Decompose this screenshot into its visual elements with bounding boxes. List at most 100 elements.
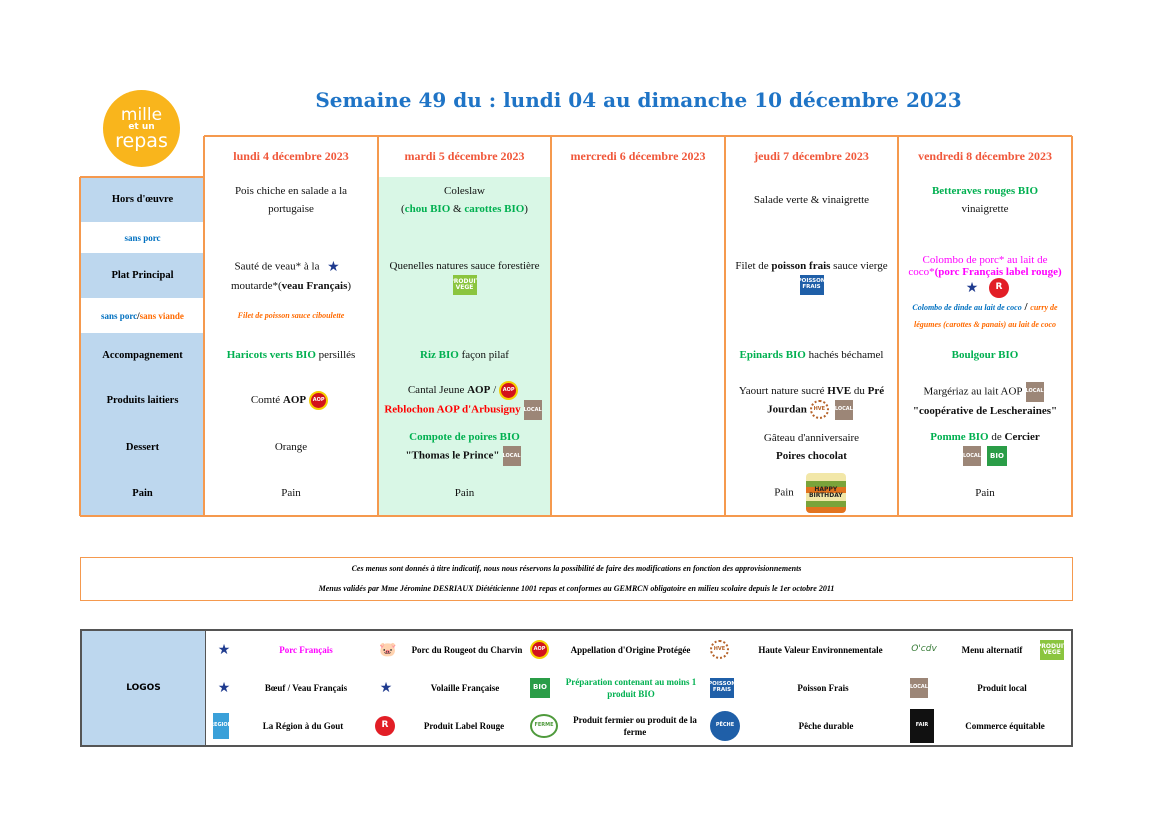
menu-cell-accomp: Haricots verts BIO persillés <box>204 333 378 377</box>
legend-item: PÊCHE Pêche durable <box>707 707 903 744</box>
menu-line: Colombo de porc* au lait de <box>923 254 1048 266</box>
hve-icon: HVE <box>710 640 729 659</box>
menu-text: Pré <box>867 384 885 397</box>
menu-text: veau Français <box>281 279 348 292</box>
hve-icon: HVE <box>809 400 829 419</box>
menu-cell-alt: Colombo de dinde au lait de coco / curry… <box>898 298 1072 333</box>
menu-cell-laitiers: Cantal Jeune AOP / AOP Reblochon AOP d'Arb… <box>378 377 551 424</box>
logo-text: et un <box>128 122 155 133</box>
cake-icon: HAPPY BIRTHDAY <box>805 473 846 513</box>
menu-line: "coopérative de Lescheraines" <box>913 402 1057 420</box>
peche-icon: PÊCHE <box>710 710 740 741</box>
day-header: lundi 4 décembre 2023 <box>233 149 349 163</box>
column-divider <box>1071 136 1073 516</box>
menu-cell-dessert: Pomme BIO de Cercier LOCAL BIO <box>898 424 1072 470</box>
menu-cell-accomp <box>551 333 725 377</box>
menu-line: Pain HAPPY BIRTHDAY <box>774 473 849 513</box>
labelrouge-icon: R <box>375 715 395 736</box>
menu-line: Jourdan HVE LOCAL <box>767 399 856 420</box>
menu-text: Pain <box>454 487 475 499</box>
logo-text: repas <box>115 129 168 152</box>
legend-label: Porc Français <box>279 644 333 655</box>
logo-text: mille <box>120 105 163 126</box>
logos-legend: LOGOS ★ Porc Français 🐷 Porc du Rougeot du … <box>80 629 1073 747</box>
local-icon: LOCAL <box>910 677 928 698</box>
menu-text: Betteraves rouges BIO <box>931 184 1039 197</box>
legend-item: ★ Porc Français <box>210 631 368 668</box>
menu-cell-laitiers: Margériaz au lait AOP LOCAL "coopérative d… <box>898 377 1072 424</box>
menu-line: PRODUIT VEGE <box>450 274 480 295</box>
labelrouge-icon: R <box>989 277 1009 298</box>
row-label: Hors d'œuvre <box>80 177 204 222</box>
legend-item: REGION La Région à du Gout <box>210 707 368 744</box>
local-icon: LOCAL <box>834 399 853 420</box>
menu-text: Salade verte & vinaigrette <box>753 193 870 206</box>
menu-cell-accomp: Riz BIO façon pilaf <box>378 333 551 377</box>
france-icon: ★ <box>379 679 393 696</box>
aop-icon: AOP <box>499 381 519 400</box>
menu-text: Cantal Jeune <box>407 384 468 397</box>
local-icon: LOCAL <box>1025 381 1044 402</box>
menu-cell-sans_porc <box>204 222 378 253</box>
menu-text: AOP <box>467 384 491 397</box>
menu-line: Haricots verts BIO persillés <box>227 346 356 364</box>
menu-text: Sauté de veau* à la <box>234 260 320 273</box>
local-icon: LOCAL <box>523 400 542 420</box>
local-icon: LOCAL <box>963 446 981 466</box>
legend-item: FAIR Commerce équitable <box>907 707 1067 744</box>
menu-cell-hors: Pois chiche en salade a la portugaise <box>204 177 378 222</box>
row-label: Dessert <box>80 424 204 470</box>
menu-line: coco*(porc Français label rouge) <box>908 266 1061 278</box>
menu-text: du <box>851 384 868 397</box>
menu-text: moutarde*( <box>230 279 282 292</box>
menu-text: coco* <box>908 265 935 278</box>
menu-cell-pain: Pain <box>204 470 378 516</box>
page-title: Semaine 49 du : lundi 04 au dimanche 10 … <box>315 88 962 112</box>
legend-label: Porc du Rougeot du Charvin <box>411 644 523 655</box>
menu-text: curry de <box>1030 302 1058 312</box>
menu-line: Pain <box>975 484 995 502</box>
legend-label: Produit local <box>977 682 1027 693</box>
menu-text: Jourdan <box>767 403 807 416</box>
menu-line: Epinards BIO hachés béchamel <box>740 346 884 364</box>
menu-text: Comté <box>250 394 283 407</box>
menu-text: Yaourt nature sucré <box>738 384 828 397</box>
menu-text: Colombo de dinde au lait de coco <box>912 302 1022 312</box>
legend-label: La Région à du Gout <box>262 720 344 731</box>
menu-cell-pain: Pain <box>898 470 1072 516</box>
menu-cell-hors: Betteraves rouges BIO vinaigrette <box>898 177 1072 222</box>
menu-cell-laitiers <box>551 377 725 424</box>
menu-text: poisson frais <box>771 259 831 272</box>
menu-text: sans porc <box>101 310 138 321</box>
menu-line: Gâteau d'anniversaire <box>764 429 859 447</box>
menu-text: carottes BIO <box>464 202 525 215</box>
legend-label: Produit Label Rouge <box>423 720 505 731</box>
menu-cell-accomp: Boulgour BIO <box>898 333 1072 377</box>
row-label: Pain <box>80 470 204 516</box>
menu-text: Compote de poires BIO <box>409 431 520 443</box>
menu-text: de <box>988 431 1005 443</box>
menu-cell-plat: Colombo de porc* au lait de coco*(porc Fr… <box>898 253 1072 298</box>
france-icon: ★ <box>965 279 979 296</box>
menu-cell-sans_porc <box>898 222 1072 253</box>
menu-cell-pain: Pain HAPPY BIRTHDAY <box>725 470 898 516</box>
mille-et-un-repas-logo: mille et un repas <box>103 90 180 167</box>
menu-text: AOP <box>282 394 307 407</box>
menu-text: sans viande <box>139 310 184 321</box>
region-icon: REGION <box>213 712 229 739</box>
menu-text: Riz BIO <box>420 349 459 361</box>
menu-line: Pain <box>455 484 475 502</box>
day-header: vendredi 8 décembre 2023 <box>918 149 1052 163</box>
menu-cell-laitiers: Yaourt nature sucré HVE du Pré Jourdan HVE… <box>725 377 898 424</box>
column-divider <box>203 136 205 516</box>
menu-cell-hors: Coleslaw (chou BIO & carottes BIO) <box>378 177 551 222</box>
tuesday-highlight <box>378 177 551 516</box>
menu-text: Pomme BIO <box>930 431 989 443</box>
menu-text: Boulgour BIO <box>951 349 1019 361</box>
column-divider <box>724 136 726 516</box>
menu-line: vinaigrette <box>961 200 1008 218</box>
menu-line: Cantal Jeune AOP / AOP <box>408 381 521 400</box>
menu-cell-alt <box>725 298 898 333</box>
table-border <box>80 176 204 178</box>
